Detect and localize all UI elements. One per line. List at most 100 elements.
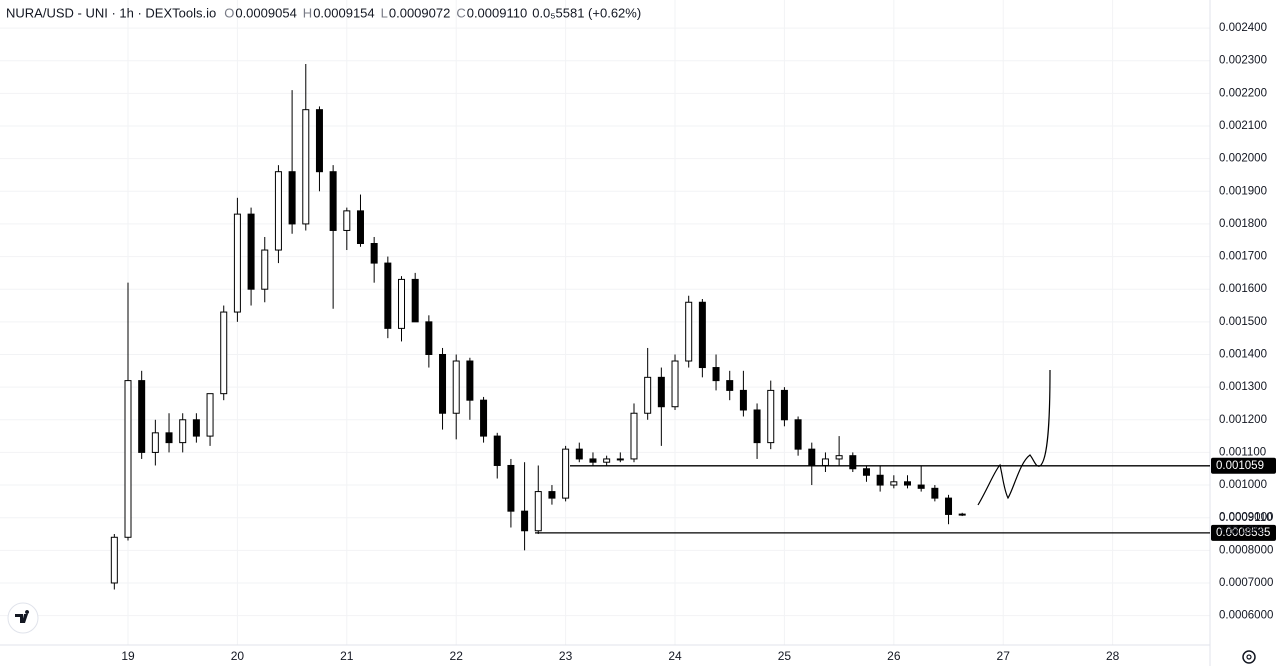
change-label: +28.09% <box>1219 525 1265 537</box>
gear <box>1242 650 1256 664</box>
candle-body <box>753 409 761 444</box>
settings-icon[interactable] <box>1242 650 1256 664</box>
header-change: 0.0₅5581 (+0.62%) <box>532 5 641 20</box>
candle-body <box>452 360 460 414</box>
candle-body <box>548 491 556 499</box>
price-label: 0.0008535 <box>1216 527 1270 539</box>
y-tick-label: 0.001400 <box>1219 349 1267 361</box>
y-tick-label: 0.0006000 <box>1219 610 1273 622</box>
y-tick-label: 0.001300 <box>1219 381 1267 393</box>
candle-body <box>151 432 159 453</box>
candle-body <box>917 484 925 489</box>
candle-body <box>958 513 966 516</box>
gear-center <box>1246 654 1252 660</box>
price-label-box <box>1211 457 1276 474</box>
candle-body <box>685 301 693 362</box>
price-label: 0.001059 <box>1216 460 1264 472</box>
candle-body <box>165 432 173 444</box>
candle-body <box>794 419 802 450</box>
y-tick-label: 0.001700 <box>1219 251 1267 263</box>
y-tick-label: 0.002400 <box>1219 22 1267 34</box>
candle-body <box>739 389 747 411</box>
candle-body <box>507 464 515 512</box>
y-tick-label: 0.001900 <box>1219 185 1267 197</box>
candle-body <box>261 249 269 290</box>
candle-body <box>945 497 953 515</box>
candle-body <box>521 510 529 532</box>
x-tick-label: 23 <box>559 649 573 663</box>
header-l-label: L <box>381 5 388 20</box>
x-tick-label: 27 <box>997 649 1011 663</box>
candle-body <box>220 311 228 395</box>
candle-body <box>589 458 597 463</box>
y-tick-label: 0.001100 <box>1219 446 1266 458</box>
candle-body <box>206 393 214 437</box>
candle-body <box>767 389 775 444</box>
y-tick-label: 0.001600 <box>1219 283 1267 295</box>
candle-body <box>657 376 665 408</box>
candle-body <box>425 321 433 355</box>
candle-body <box>849 455 857 470</box>
candle-body <box>179 419 187 444</box>
candle-body <box>890 481 898 486</box>
candle-body <box>904 481 911 486</box>
y-tick-label: 0.0008000 <box>1219 544 1273 556</box>
candle-body <box>575 448 583 460</box>
x-tick-label: 19 <box>121 649 135 663</box>
candle-body <box>931 487 939 499</box>
candle-body <box>726 380 734 391</box>
candle-body <box>124 380 132 538</box>
candle-body <box>343 210 351 231</box>
candle-body <box>384 262 392 329</box>
candle-body <box>821 458 829 466</box>
candle-body <box>876 474 884 486</box>
candle-body <box>411 278 419 323</box>
y-tick-label: 0.0007000 <box>1219 577 1273 589</box>
candle-body <box>439 353 447 414</box>
header-high: 0.0009154 <box>313 5 374 20</box>
last-price-label: 0.0009110 <box>1219 512 1273 524</box>
candle-body <box>712 367 720 382</box>
candle-body <box>466 360 474 401</box>
candle-body <box>398 278 406 329</box>
x-tick-label: 22 <box>450 649 464 663</box>
y-tick-label: 0.001500 <box>1219 316 1267 328</box>
header-open: 0.0009054 <box>235 5 296 20</box>
tv-logo[interactable] <box>7 602 39 634</box>
candle-body <box>110 536 118 584</box>
candle-body <box>808 448 816 466</box>
y-tick-label: 0.002000 <box>1219 153 1267 165</box>
candle-body <box>329 171 337 231</box>
candle-body <box>274 171 282 251</box>
candle-body <box>493 435 501 466</box>
candle-body <box>356 210 364 245</box>
y-tick-label: 0.001000 <box>1219 479 1267 491</box>
candle-body <box>835 455 843 460</box>
y-tick-label: 0.002200 <box>1219 87 1267 99</box>
x-tick-label: 24 <box>668 649 682 663</box>
header-o-label: O <box>224 5 234 20</box>
y-tick-label: 0.002300 <box>1219 55 1267 67</box>
candle-body <box>288 171 296 225</box>
header-close: 0.0009110 <box>467 5 528 20</box>
price-label-box <box>1211 524 1276 541</box>
candle-body <box>780 389 788 421</box>
candle-body <box>370 243 378 264</box>
header-h-label: H <box>303 5 312 20</box>
drawing <box>977 369 1051 506</box>
candle-body <box>315 109 323 173</box>
header-low: 0.0009072 <box>389 5 450 20</box>
candle-body <box>630 412 638 460</box>
y-tick-label: 0.002100 <box>1219 120 1267 132</box>
candle-body <box>534 491 542 532</box>
header-symbol: NURA/USD - UNI · 1h · DEXTools.io <box>6 5 216 20</box>
candle-body <box>192 419 200 437</box>
candle-body <box>698 301 706 369</box>
candle-body <box>644 376 652 414</box>
candle-body <box>562 448 570 499</box>
x-tick-label: 28 <box>1106 649 1120 663</box>
header-c-label: C <box>456 5 465 20</box>
candle-body <box>862 468 870 476</box>
